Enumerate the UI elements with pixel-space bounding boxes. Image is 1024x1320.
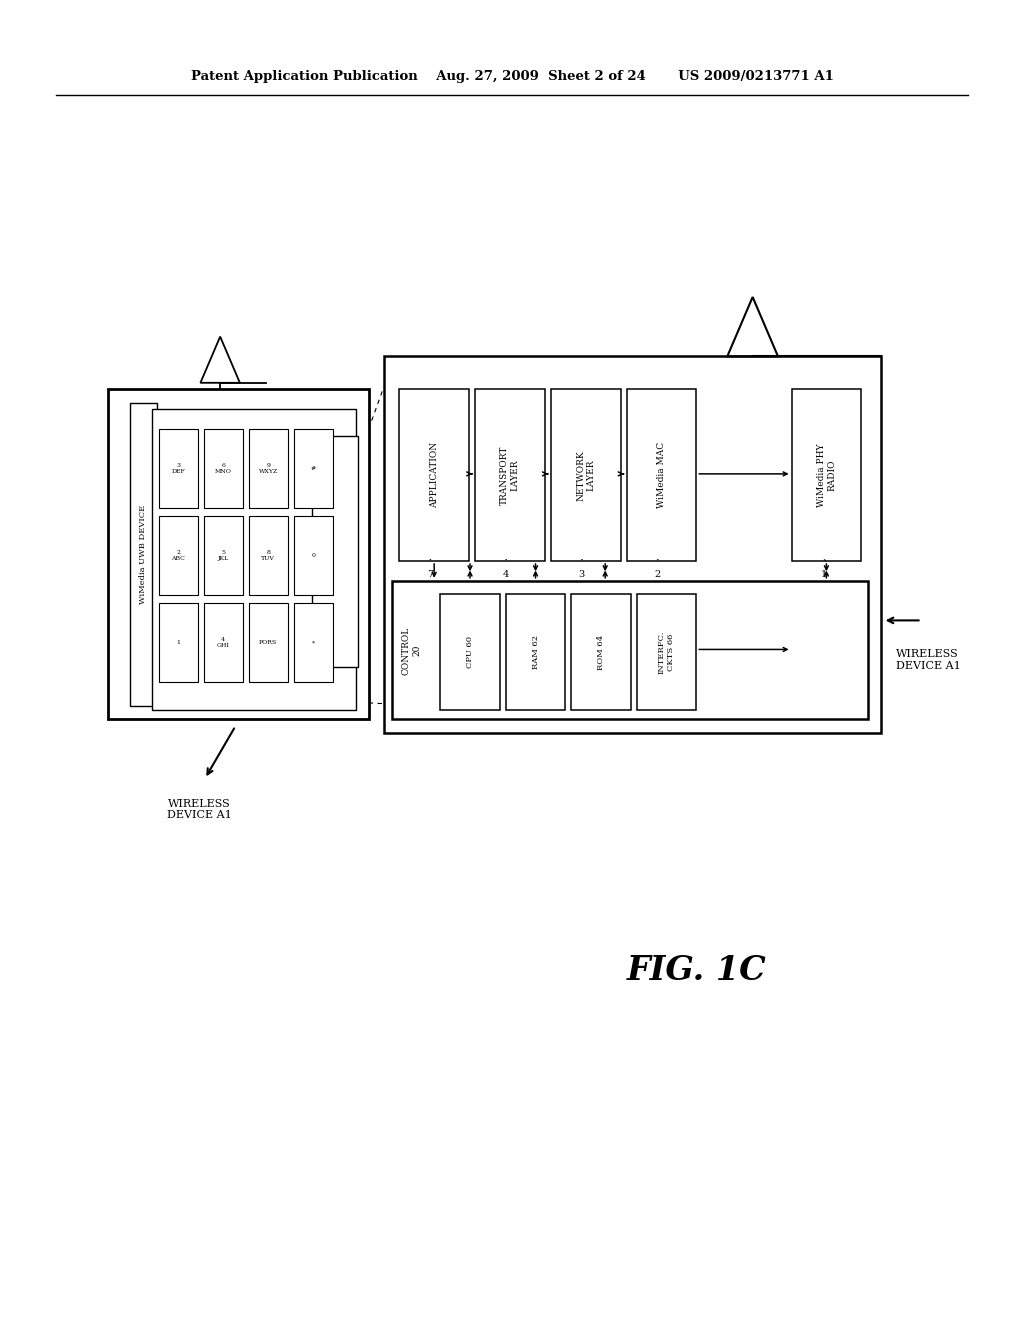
FancyBboxPatch shape <box>571 594 631 710</box>
Text: FIG. 1C: FIG. 1C <box>627 953 766 987</box>
Text: 2
ABC: 2 ABC <box>171 550 185 561</box>
Text: WiMedia MAC: WiMedia MAC <box>657 442 666 508</box>
FancyBboxPatch shape <box>384 356 881 733</box>
Text: 8
TUV: 8 TUV <box>261 550 275 561</box>
Text: *: * <box>311 640 315 645</box>
Text: Patent Application Publication    Aug. 27, 2009  Sheet 2 of 24       US 2009/021: Patent Application Publication Aug. 27, … <box>190 70 834 83</box>
FancyBboxPatch shape <box>440 594 500 710</box>
Text: #: # <box>310 466 316 471</box>
FancyBboxPatch shape <box>249 516 288 595</box>
FancyBboxPatch shape <box>152 409 356 710</box>
FancyBboxPatch shape <box>312 436 358 667</box>
Text: 6
MNO: 6 MNO <box>215 463 231 474</box>
Text: WiMedia PHY
RADIO: WiMedia PHY RADIO <box>817 444 836 507</box>
Text: 2: 2 <box>654 570 660 579</box>
FancyBboxPatch shape <box>130 403 157 706</box>
Text: APPLICATION: APPLICATION <box>430 442 438 508</box>
FancyBboxPatch shape <box>392 581 868 719</box>
Text: WIRELESS
DEVICE A1: WIRELESS DEVICE A1 <box>167 799 232 820</box>
FancyBboxPatch shape <box>249 603 288 682</box>
Text: 9
WXYZ: 9 WXYZ <box>259 463 278 474</box>
FancyBboxPatch shape <box>399 389 469 561</box>
FancyBboxPatch shape <box>204 429 243 508</box>
FancyBboxPatch shape <box>159 603 198 682</box>
Text: 1: 1 <box>821 570 827 579</box>
FancyBboxPatch shape <box>294 429 333 508</box>
FancyBboxPatch shape <box>204 603 243 682</box>
Text: 4: 4 <box>503 570 509 579</box>
Text: 4
GHI: 4 GHI <box>217 638 229 648</box>
Text: ROM 64: ROM 64 <box>597 635 605 669</box>
Text: PORS: PORS <box>259 640 278 645</box>
FancyBboxPatch shape <box>627 389 696 561</box>
Text: WIRELESS
DEVICE A1: WIRELESS DEVICE A1 <box>896 649 961 671</box>
Text: 7: 7 <box>427 570 433 579</box>
FancyBboxPatch shape <box>159 429 198 508</box>
FancyBboxPatch shape <box>294 516 333 595</box>
Text: CONTROL
20: CONTROL 20 <box>402 627 421 675</box>
FancyBboxPatch shape <box>637 594 696 710</box>
Text: TRANSPORT
LAYER: TRANSPORT LAYER <box>501 446 519 504</box>
FancyBboxPatch shape <box>204 516 243 595</box>
FancyBboxPatch shape <box>792 389 861 561</box>
FancyBboxPatch shape <box>475 389 545 561</box>
Text: 1: 1 <box>176 640 180 645</box>
Text: 5
JKL: 5 JKL <box>218 550 228 561</box>
FancyBboxPatch shape <box>294 603 333 682</box>
FancyBboxPatch shape <box>249 429 288 508</box>
FancyBboxPatch shape <box>159 516 198 595</box>
Text: NETWORK
LAYER: NETWORK LAYER <box>577 450 595 500</box>
Text: INTERFC.
CKTS 66: INTERFC. CKTS 66 <box>658 631 675 673</box>
Text: 3
DEF: 3 DEF <box>171 463 185 474</box>
FancyBboxPatch shape <box>506 594 565 710</box>
Text: 3: 3 <box>579 570 585 579</box>
Text: 0: 0 <box>311 553 315 558</box>
Text: WiMedia UWB DEVICE: WiMedia UWB DEVICE <box>139 504 147 605</box>
Text: RAM 62: RAM 62 <box>531 635 540 669</box>
Text: CPU 60: CPU 60 <box>466 636 474 668</box>
FancyBboxPatch shape <box>108 389 369 719</box>
FancyBboxPatch shape <box>551 389 621 561</box>
